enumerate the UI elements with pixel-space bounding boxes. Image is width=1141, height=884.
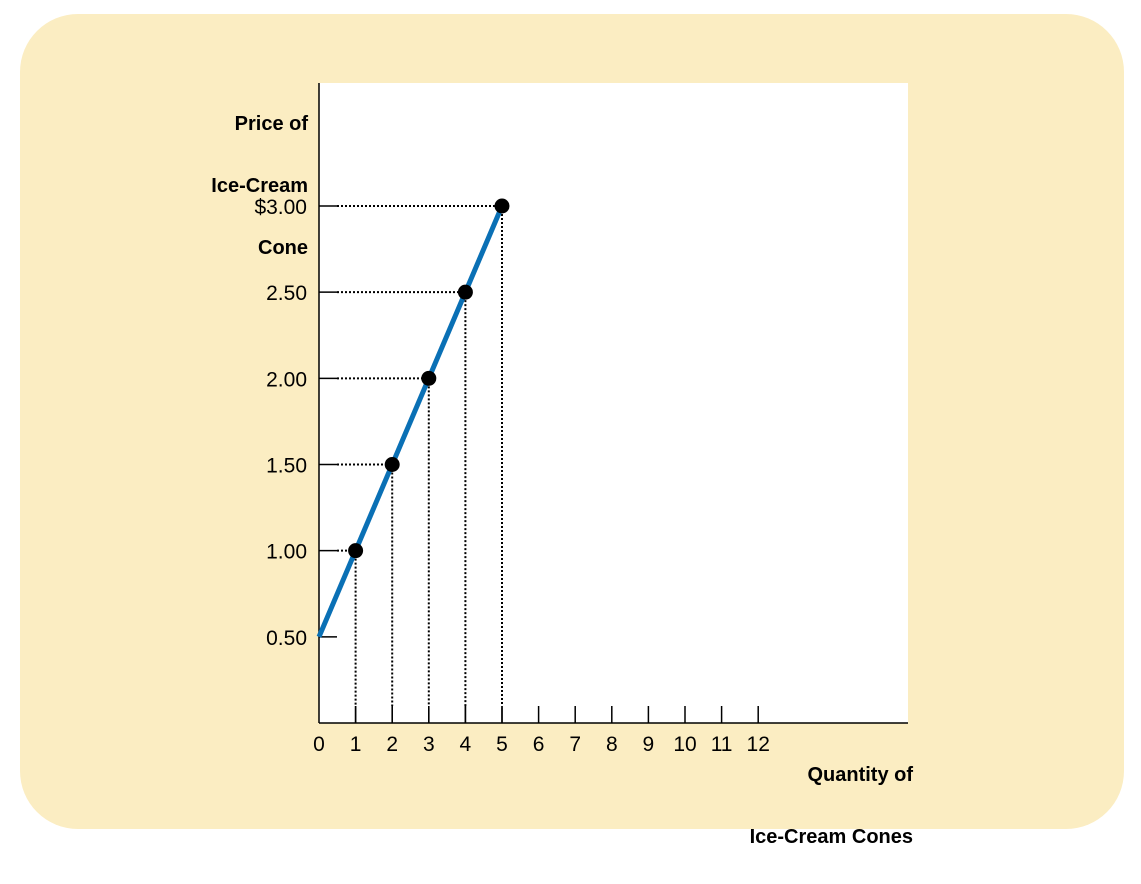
y-axis-label-line-1: Price of <box>234 113 308 135</box>
y-tick-label-0: 0.50 <box>266 627 307 650</box>
x-ticks: 0 1 2 3 4 5 6 7 8 9 10 11 12 <box>313 706 770 756</box>
x-tick-label-6: 6 <box>533 733 545 756</box>
y-axis-label-line-3: Cone <box>258 237 308 259</box>
x-tick-label-2: 2 <box>386 733 398 756</box>
x-tick-label-0: 0 <box>313 733 325 756</box>
y-tick-label-1: 1.00 <box>266 541 307 564</box>
data-point-1 <box>348 543 364 559</box>
x-axis-label-line-2: Ice-Cream Cones <box>749 826 913 848</box>
y-tick-label-4: 2.50 <box>266 282 307 305</box>
data-point-5 <box>494 198 510 214</box>
supply-line <box>316 205 505 638</box>
y-axis-label: Price of Ice-Cream Cone <box>211 78 308 295</box>
x-tick-label-8: 8 <box>606 733 618 756</box>
data-point-4 <box>457 284 473 300</box>
axes <box>318 83 908 724</box>
x-tick-label-1: 1 <box>350 733 362 756</box>
y-ticks: 0.50 1.00 1.50 2.00 2.50 $3.00 <box>254 196 337 650</box>
y-tick-label-2: 1.50 <box>266 455 307 478</box>
data-point-2 <box>384 457 400 472</box>
y-axis-label-line-2: Ice-Cream <box>211 175 308 197</box>
series <box>316 198 510 638</box>
x-tick-label-5: 5 <box>496 733 508 756</box>
x-tick-label-9: 9 <box>643 733 655 756</box>
x-tick-label-4: 4 <box>460 733 472 756</box>
dotted-guides <box>337 205 503 723</box>
x-tick-label-7: 7 <box>569 733 581 756</box>
x-tick-label-11: 11 <box>711 733 733 756</box>
supply-chart: 0 1 2 3 4 5 6 7 8 9 10 11 12 0.501.001.502.002.50$3.… <box>254 83 908 756</box>
x-tick-label-10: 10 <box>673 733 696 756</box>
y-tick-label-3: 2.00 <box>266 368 307 391</box>
x-tick-label-3: 3 <box>423 733 435 756</box>
x-tick-label-12: 12 <box>747 733 770 756</box>
x-axis-label-line-1: Quantity of <box>807 764 913 786</box>
x-axis-label: Quantity of Ice-Cream Cones <box>750 729 913 884</box>
y-tick-label-5: $3.00 <box>254 196 307 219</box>
data-point-3 <box>421 370 437 386</box>
